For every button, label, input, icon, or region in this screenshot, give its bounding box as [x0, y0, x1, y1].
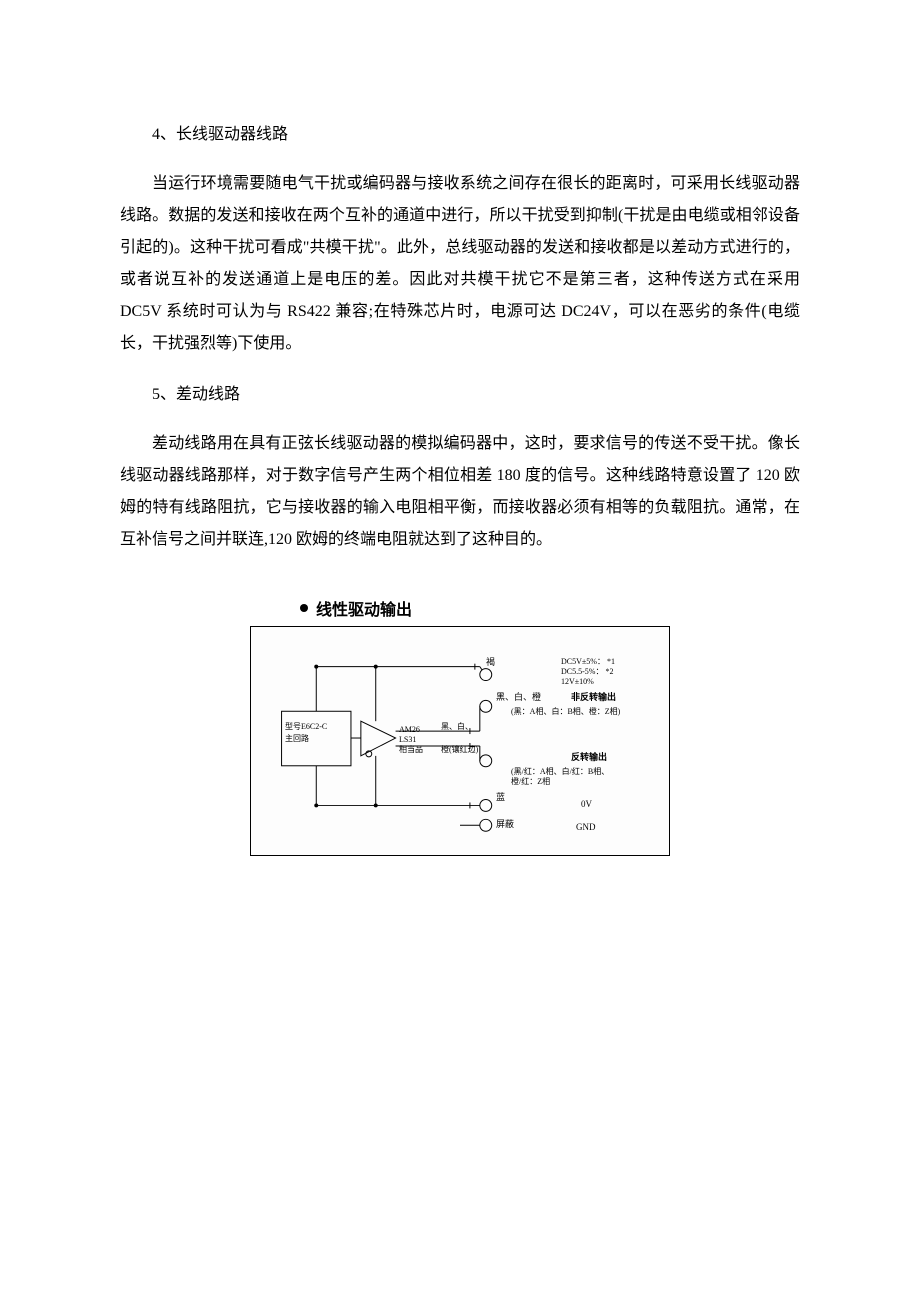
figure-title: 线性驱动输出: [300, 596, 412, 620]
main-box-label-2: 主回路: [285, 734, 309, 743]
out2-title: 反转输出: [571, 752, 607, 762]
section-5-paragraph: 差动线路用在具有正弦长线驱动器的模拟编码器中，这时，要求信号的传送不受干扰。像长…: [120, 428, 800, 556]
top-wire-label: 褐: [486, 657, 495, 667]
section-4-heading: 4、长线驱动器线路: [120, 120, 800, 144]
volt-label-1: DC5V±5%： *1: [561, 657, 615, 666]
volt-label-3: 12V±10%: [561, 677, 594, 686]
chip-label-1: AM26: [399, 725, 420, 734]
out1-detail: (黑：A相、白：B相、橙：Z相): [511, 707, 620, 716]
circuit-diagram: 型号E6C2-C 主回路 AM26 LS31 相当品 褐 DC5V±5%： *1…: [250, 626, 670, 856]
bullet-icon: [300, 604, 308, 612]
section-4-paragraph: 当运行环境需要随电气干扰或编码器与接收系统之间存在很长的距离时，可采用长线驱动器…: [120, 168, 800, 360]
mid-detail: 橙(镶红边): [441, 745, 478, 754]
chip-label-3: 相当品: [399, 745, 423, 754]
out2-detail2: 橙/红：Z相: [511, 777, 550, 786]
section-5-heading: 5、差动线路: [120, 380, 800, 404]
zero-v: 0V: [581, 799, 592, 809]
volt-label-2: DC5.5-5%： *2: [561, 667, 613, 676]
out1-title: 非反转输出: [571, 692, 616, 702]
out2-detail: (黑/红：A相、白/红：B相、: [511, 767, 609, 776]
chip-label-2: LS31: [399, 735, 416, 744]
blue-wire: 蓝: [496, 792, 505, 802]
figure-title-text: 线性驱动输出: [316, 596, 412, 620]
out1-colors: 黑、白、橙: [496, 692, 541, 702]
mid-colors: 黑、白、: [441, 722, 473, 731]
main-box-label-1: 型号E6C2-C: [285, 722, 327, 731]
shield-label: 屏蔽: [496, 819, 514, 829]
gnd-label: GND: [576, 822, 596, 832]
figure-container: 线性驱动输出: [120, 596, 800, 856]
